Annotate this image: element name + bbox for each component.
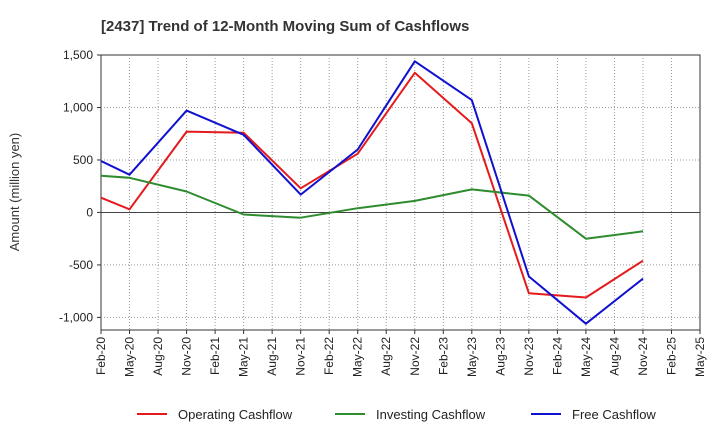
x-tick-label: Feb-22 <box>322 337 336 375</box>
x-tick-label: May-21 <box>237 337 251 377</box>
x-tick-label: Feb-20 <box>94 337 108 375</box>
chart-title: [2437] Trend of 12-Month Moving Sum of C… <box>101 18 469 35</box>
investing-cashflow-line <box>100 174 644 240</box>
x-tick-label: May-25 <box>693 337 707 377</box>
free-cashflow-line <box>100 60 644 325</box>
legend-label-operating-cashflow: Operating Cashflow <box>178 407 293 422</box>
operating-cashflow-line <box>100 71 644 299</box>
y-tick-label: 1,500 <box>63 48 93 62</box>
plot-area <box>100 54 701 331</box>
legend-label-investing-cashflow: Investing Cashflow <box>376 407 486 422</box>
y-axis-tick-labels: 1,500 1,000 500 0 -500 -1,000 <box>59 48 101 324</box>
x-tick-label: Aug-21 <box>265 337 279 376</box>
x-tick-label: Aug-23 <box>493 337 507 376</box>
x-tick-label: Nov-24 <box>636 337 650 376</box>
legend-label-free-cashflow: Free Cashflow <box>572 407 656 422</box>
x-tick-label: Nov-23 <box>522 337 536 376</box>
x-tick-label: Nov-22 <box>408 337 422 376</box>
legend: Operating Cashflow Investing Cashflow Free… <box>137 407 656 422</box>
x-tick-label: Nov-20 <box>180 337 194 376</box>
x-tick-label: Nov-21 <box>294 337 308 376</box>
x-tick-label: May-22 <box>351 337 365 377</box>
y-tick-label: 500 <box>73 153 93 167</box>
y-tick-label: -1,000 <box>59 310 93 324</box>
series-lines <box>100 60 644 325</box>
x-tick-label: Feb-25 <box>664 337 678 375</box>
y-tick-label: -500 <box>69 258 93 272</box>
x-tick-label: Aug-20 <box>151 337 165 376</box>
x-axis-tick-labels: Feb-20 May-20 Aug-20 Nov-20 Feb-21 May-21 Aug-… <box>94 330 707 377</box>
x-tick-label: Feb-21 <box>208 337 222 375</box>
y-axis-label: Amount (million yen) <box>7 133 22 252</box>
x-tick-label: Feb-24 <box>550 337 564 375</box>
x-tick-label: Aug-22 <box>379 337 393 376</box>
x-tick-label: Aug-24 <box>607 337 621 376</box>
y-tick-label: 0 <box>86 205 93 219</box>
x-tick-label: May-23 <box>465 337 479 377</box>
x-tick-label: May-24 <box>579 337 593 377</box>
horizontal-gridlines <box>101 106 700 318</box>
x-tick-label: Feb-23 <box>436 337 450 375</box>
y-tick-label: 1,000 <box>63 100 93 114</box>
x-tick-label: May-20 <box>123 337 137 377</box>
